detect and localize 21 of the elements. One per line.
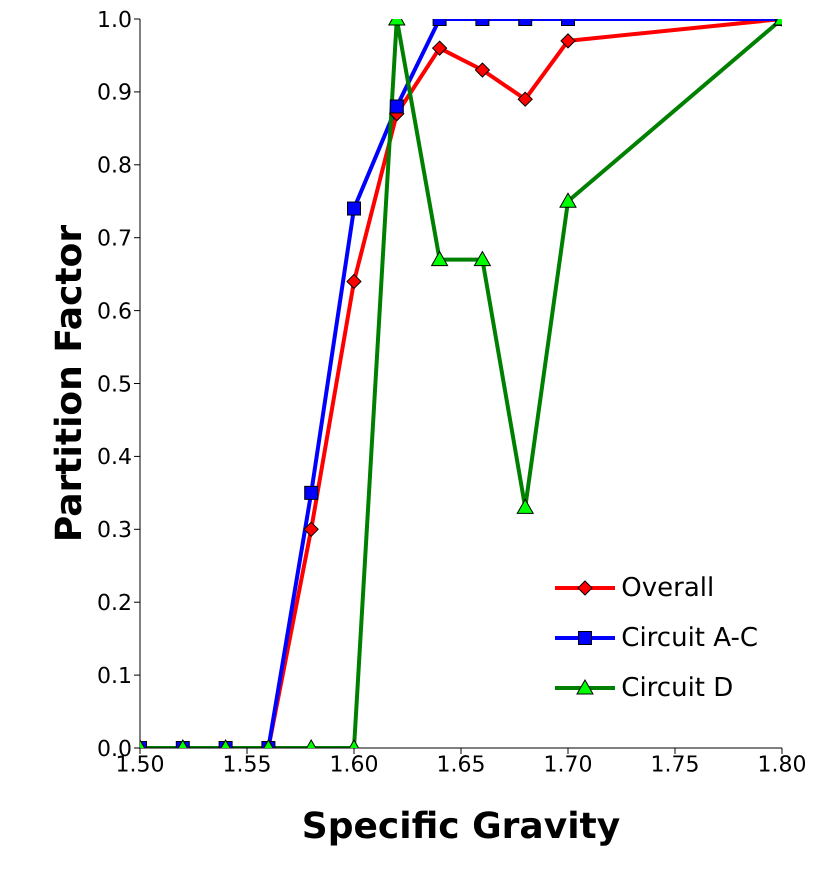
x-tick-label: 1.55 xyxy=(222,752,272,778)
y-tick-label: 0.3 xyxy=(97,518,132,544)
y-tick-label: 0.2 xyxy=(97,591,132,616)
y-tick-label: 0.4 xyxy=(97,445,132,470)
legend-label: Circuit A-C xyxy=(621,623,758,653)
legend-label: Overall xyxy=(621,573,714,603)
y-tick-label: 0.5 xyxy=(97,372,132,398)
y-axis-title: Partition Factor xyxy=(48,224,90,542)
x-tick-label: 1.75 xyxy=(650,752,700,778)
x-tick-label: 1.65 xyxy=(436,752,486,778)
y-tick-label: 0.1 xyxy=(97,664,132,689)
legend-label: Circuit D xyxy=(621,673,734,703)
y-tick-label: 0.7 xyxy=(97,226,132,252)
x-tick-label: 1.80 xyxy=(758,752,806,778)
x-tick-label: 1.60 xyxy=(330,752,378,778)
y-tick-label: 0.9 xyxy=(97,80,132,106)
y-tick-label: 0.6 xyxy=(97,299,132,324)
x-axis-title: Specific Gravity xyxy=(302,806,620,847)
y-tick-label: 1.0 xyxy=(97,8,132,33)
y-tick-label: 0.8 xyxy=(97,154,132,179)
x-tick-label: 1.70 xyxy=(544,752,592,778)
